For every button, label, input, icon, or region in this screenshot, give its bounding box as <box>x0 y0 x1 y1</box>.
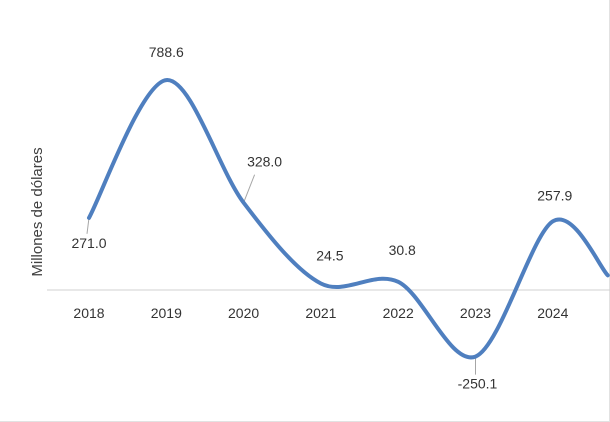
data-point <box>87 216 91 220</box>
data-label: 24.5 <box>316 247 343 263</box>
leader-lines <box>86 174 476 375</box>
data-point <box>396 280 400 284</box>
data-label: 328.0 <box>247 154 282 170</box>
data-point <box>474 355 478 359</box>
series-line <box>87 78 610 360</box>
leader-line <box>86 217 90 234</box>
data-label: 788.6 <box>149 44 184 60</box>
data-point <box>164 78 168 82</box>
data-label: 30.8 <box>389 242 416 258</box>
x-tick-label: 2022 <box>383 305 414 321</box>
series-layer <box>87 78 610 360</box>
data-point <box>242 201 246 205</box>
data-label: 257.9 <box>537 187 572 203</box>
leader-line <box>243 174 256 203</box>
x-tick-label: 2023 <box>460 305 491 321</box>
axis-layer: 2018 2019 2020 2021 2022 2023 2024 <box>47 289 610 321</box>
y-axis-label: Millones de dólares <box>29 147 46 276</box>
x-tick-label: 2024 <box>537 305 568 321</box>
data-point <box>551 219 555 223</box>
data-labels: 271.0 788.6 328.0 24.5 30.8 -250.1 257.9 <box>71 44 572 392</box>
data-point <box>319 281 323 285</box>
x-tick-label: 2021 <box>305 305 336 321</box>
x-tick-label: 2018 <box>73 305 104 321</box>
data-label: -250.1 <box>458 376 498 392</box>
x-tick-label: 2019 <box>151 305 182 321</box>
data-label: 271.0 <box>71 235 106 251</box>
x-tick-label: 2020 <box>228 305 259 321</box>
